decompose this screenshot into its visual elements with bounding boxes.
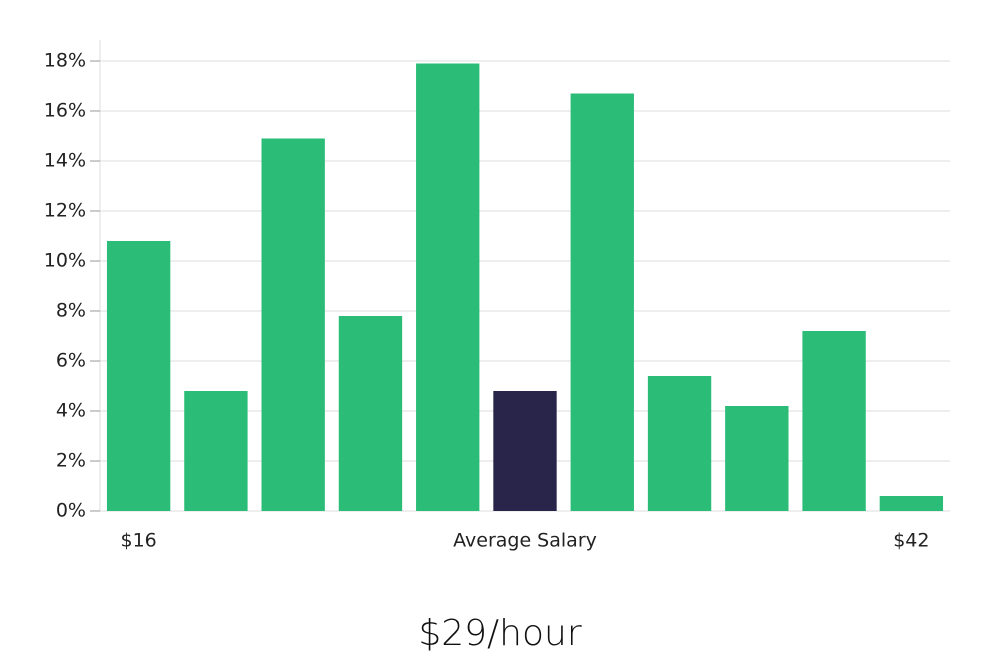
y-tick-label: 12% bbox=[44, 200, 86, 222]
x-tick-label: $16 bbox=[121, 530, 157, 552]
bar bbox=[725, 406, 789, 511]
x-tick-label: Average Salary bbox=[453, 530, 597, 552]
chart-subtitle: $29/hour bbox=[418, 613, 582, 654]
y-tick-label: 10% bbox=[44, 250, 86, 272]
y-tick-label: 2% bbox=[56, 450, 86, 472]
bar bbox=[570, 93, 634, 511]
bar bbox=[261, 138, 325, 511]
bar bbox=[416, 63, 480, 511]
y-tick-label: 6% bbox=[56, 350, 86, 372]
bar bbox=[184, 391, 248, 511]
y-tick-label: 18% bbox=[44, 50, 86, 72]
y-tick-label: 8% bbox=[56, 300, 86, 322]
bar bbox=[802, 331, 866, 511]
y-tick-label: 16% bbox=[44, 100, 86, 122]
x-tick-label: $42 bbox=[893, 530, 929, 552]
y-tick-label: 4% bbox=[56, 400, 86, 422]
bar bbox=[338, 316, 403, 511]
bar bbox=[493, 391, 557, 511]
bar bbox=[647, 376, 712, 511]
y-tick-label: 14% bbox=[44, 150, 86, 172]
bar bbox=[879, 496, 944, 511]
bar bbox=[106, 241, 171, 511]
y-tick-label: 0% bbox=[56, 500, 86, 522]
